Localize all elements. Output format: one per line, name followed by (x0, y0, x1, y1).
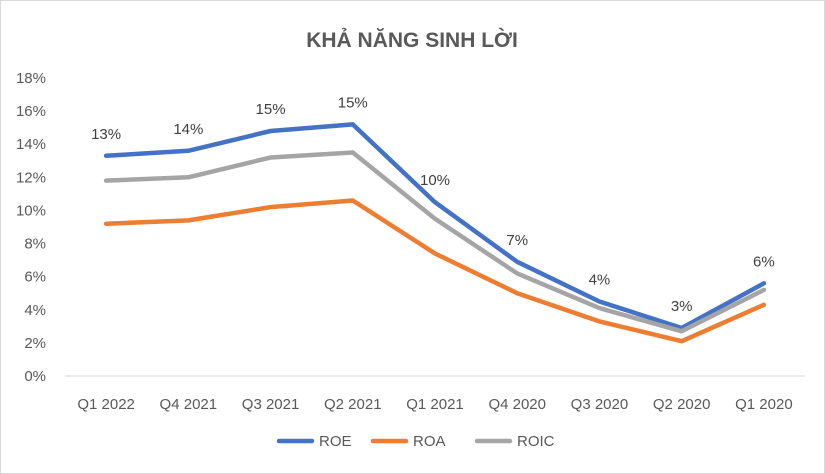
y-tick-label: 10% (16, 202, 46, 219)
y-tick-label: 18% (16, 70, 46, 87)
x-tick-label: Q4 2020 (488, 396, 546, 413)
series-layer (103, 122, 767, 344)
y-tick-label: 14% (16, 136, 46, 153)
y-tick-label: 4% (24, 302, 46, 319)
data-label: 14% (173, 121, 203, 138)
legend-label-roe: ROE (319, 433, 352, 450)
x-tick-label: Q1 2020 (735, 396, 793, 413)
y-tick-label: 12% (16, 169, 46, 186)
y-axis: 0% 2% 4% 6% 8% 10% 12% 14% 16% 18% (16, 70, 46, 385)
data-label: 15% (338, 94, 368, 111)
x-tick-label: Q2 2021 (324, 396, 382, 413)
data-label: 7% (506, 232, 528, 249)
series-line-roe (103, 122, 767, 331)
x-tick-label: Q3 2021 (242, 396, 300, 413)
y-tick-label: 16% (16, 103, 46, 120)
data-label: 6% (753, 253, 775, 270)
data-label: 13% (91, 126, 121, 143)
y-tick-label: 0% (24, 368, 46, 385)
x-tick-label: Q1 2022 (77, 396, 135, 413)
x-tick-label: Q2 2020 (653, 396, 711, 413)
legend: ROE ROA ROIC (276, 433, 555, 450)
data-label: 3% (671, 298, 693, 315)
legend-label-roic: ROIC (517, 433, 555, 450)
data-labels: 13% 14% 15% 15% 10% 7% 4% 3% 6% (91, 94, 775, 315)
x-axis: Q1 2022 Q4 2021 Q3 2021 Q2 2021 Q1 2021 Q4 20… (65, 375, 805, 413)
x-tick-label: Q4 2021 (160, 396, 218, 413)
x-tick-label: Q3 2020 (571, 396, 629, 413)
series-line-roa (103, 198, 767, 344)
x-tick-label: Q1 2021 (406, 396, 464, 413)
data-label: 4% (589, 272, 611, 289)
data-label: 10% (420, 172, 450, 189)
chart-title: KHẢ NĂNG SINH LỜI (306, 28, 518, 52)
data-label: 15% (256, 101, 286, 118)
series-line-roic (103, 150, 767, 334)
y-tick-label: 6% (24, 269, 46, 286)
y-tick-label: 2% (24, 335, 46, 352)
legend-label-roa: ROA (413, 433, 446, 450)
y-tick-label: 8% (24, 236, 46, 253)
